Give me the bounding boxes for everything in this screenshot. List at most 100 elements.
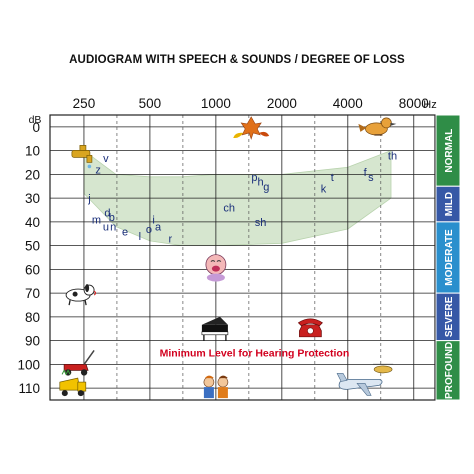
phone-dial	[307, 327, 314, 335]
bird-icon	[358, 117, 397, 136]
phoneme-label: h	[258, 177, 264, 189]
phoneme-label: ch	[223, 203, 235, 215]
phoneme-label: b	[109, 212, 115, 224]
dog-tongue	[93, 290, 97, 296]
baby-eyes	[210, 260, 222, 262]
phoneme-label: d	[104, 207, 110, 219]
phoneme-label: l	[139, 231, 141, 243]
x-tick-label: 4000	[333, 96, 363, 111]
leaf-small	[233, 132, 244, 139]
phoneme-label: p	[251, 172, 257, 184]
phoneme-label: g	[263, 181, 269, 193]
phoneme-label: n	[110, 222, 116, 234]
phoneme-label: z	[95, 165, 101, 177]
y-tick-label: 50	[25, 239, 40, 254]
person-hair-2	[218, 375, 228, 379]
plane-wing	[356, 383, 372, 396]
degree-band-moderate	[435, 221, 461, 294]
truck-cab	[77, 381, 87, 392]
phoneme-label: f	[364, 167, 368, 179]
y-tick-label: 80	[25, 310, 40, 325]
maple-leaf	[240, 116, 262, 140]
dog-icon	[65, 284, 97, 306]
degree-band-profound	[435, 340, 461, 401]
degree-label: MILD	[444, 192, 455, 216]
phoneme-label: o	[146, 224, 152, 236]
x-tick-label: 1000	[201, 96, 231, 111]
phoneme-label: th	[388, 150, 397, 162]
truck-wheel	[61, 390, 68, 397]
mower-deck	[63, 364, 89, 371]
x-tick-label: 8000	[399, 96, 429, 111]
helicopter-body	[373, 365, 393, 374]
grass	[61, 369, 71, 376]
phoneme-label: e	[122, 226, 128, 238]
y-tick-label: 0	[32, 120, 40, 135]
faucet-spout	[86, 155, 93, 163]
phoneme-label: j	[87, 193, 90, 205]
hearing-protection-annotation: Minimum Level for Hearing Protection	[160, 348, 350, 360]
y-tick-label: 10	[25, 144, 40, 159]
x-tick-label: 500	[139, 96, 162, 111]
phoneme-label: s	[368, 172, 374, 184]
leaves-icon	[233, 116, 270, 140]
telephone-icon	[297, 318, 323, 338]
phoneme-label: v	[103, 153, 109, 165]
x-tick-label: 250	[73, 96, 96, 111]
plot-frame	[49, 114, 436, 401]
phoneme-label: m	[92, 215, 101, 227]
piano-body	[201, 324, 228, 333]
dog-leg	[68, 299, 71, 306]
person-body-2	[217, 387, 228, 399]
grid-layer	[50, 115, 435, 400]
phoneme-label: a	[155, 222, 162, 234]
truck-wheel-2	[77, 390, 84, 397]
baby-blanket	[206, 273, 225, 282]
water-drop	[87, 164, 92, 169]
y-tick-label: 90	[25, 334, 40, 349]
phoneme-label: i	[152, 215, 154, 227]
phoneme-label: u	[103, 222, 109, 234]
y-unit-label: dB	[29, 114, 42, 126]
person-head-2	[217, 376, 229, 388]
degree-label: MODERATE	[444, 229, 455, 286]
y-tick-label: 100	[17, 357, 40, 372]
y-tick-label: 60	[25, 262, 40, 277]
dog-ear	[85, 284, 90, 293]
degree-band-normal	[435, 114, 461, 187]
phoneme-label: k	[321, 184, 327, 196]
degree-label: NORMAL	[444, 129, 455, 173]
x-tick-label: 2000	[267, 96, 297, 111]
phoneme-label: sh	[255, 217, 267, 229]
people-icon	[203, 375, 229, 399]
chart-title: AUDIOGRAM WITH SPEECH & SOUNDS / DEGREE …	[69, 54, 405, 66]
phoneme-label: t	[331, 172, 334, 184]
x-unit-label: Hz	[423, 99, 436, 111]
piano-lid	[201, 316, 228, 325]
leaf-small-2	[259, 131, 270, 137]
person-hair	[204, 375, 214, 379]
bird-head	[381, 117, 392, 129]
airplane-icon	[336, 363, 394, 396]
phoneme-label: r	[169, 234, 173, 246]
y-tick-label: 110	[18, 381, 40, 396]
sound-icons-layer	[59, 116, 397, 399]
baby-icon	[205, 254, 227, 282]
annotations-layer: Minimum Level for Hearing Protection	[160, 348, 350, 360]
degree-label: PROFOUND	[444, 342, 455, 399]
faucet-icon	[71, 145, 93, 169]
y-tick-label: 70	[25, 286, 40, 301]
dog-leg-2	[84, 299, 87, 306]
y-tick-label: 20	[25, 167, 40, 182]
person-body	[203, 387, 214, 399]
lawnmower-icon	[61, 349, 95, 376]
degree-of-loss-bar: NORMAL MILD MODERATE SEVERE PROFOUND	[435, 114, 461, 401]
person-head	[203, 376, 215, 388]
faucet-handle	[79, 145, 87, 151]
piano-icon	[201, 316, 229, 341]
truck-bed	[59, 377, 81, 391]
phone-handset	[297, 318, 323, 327]
truck-icon	[59, 377, 87, 397]
